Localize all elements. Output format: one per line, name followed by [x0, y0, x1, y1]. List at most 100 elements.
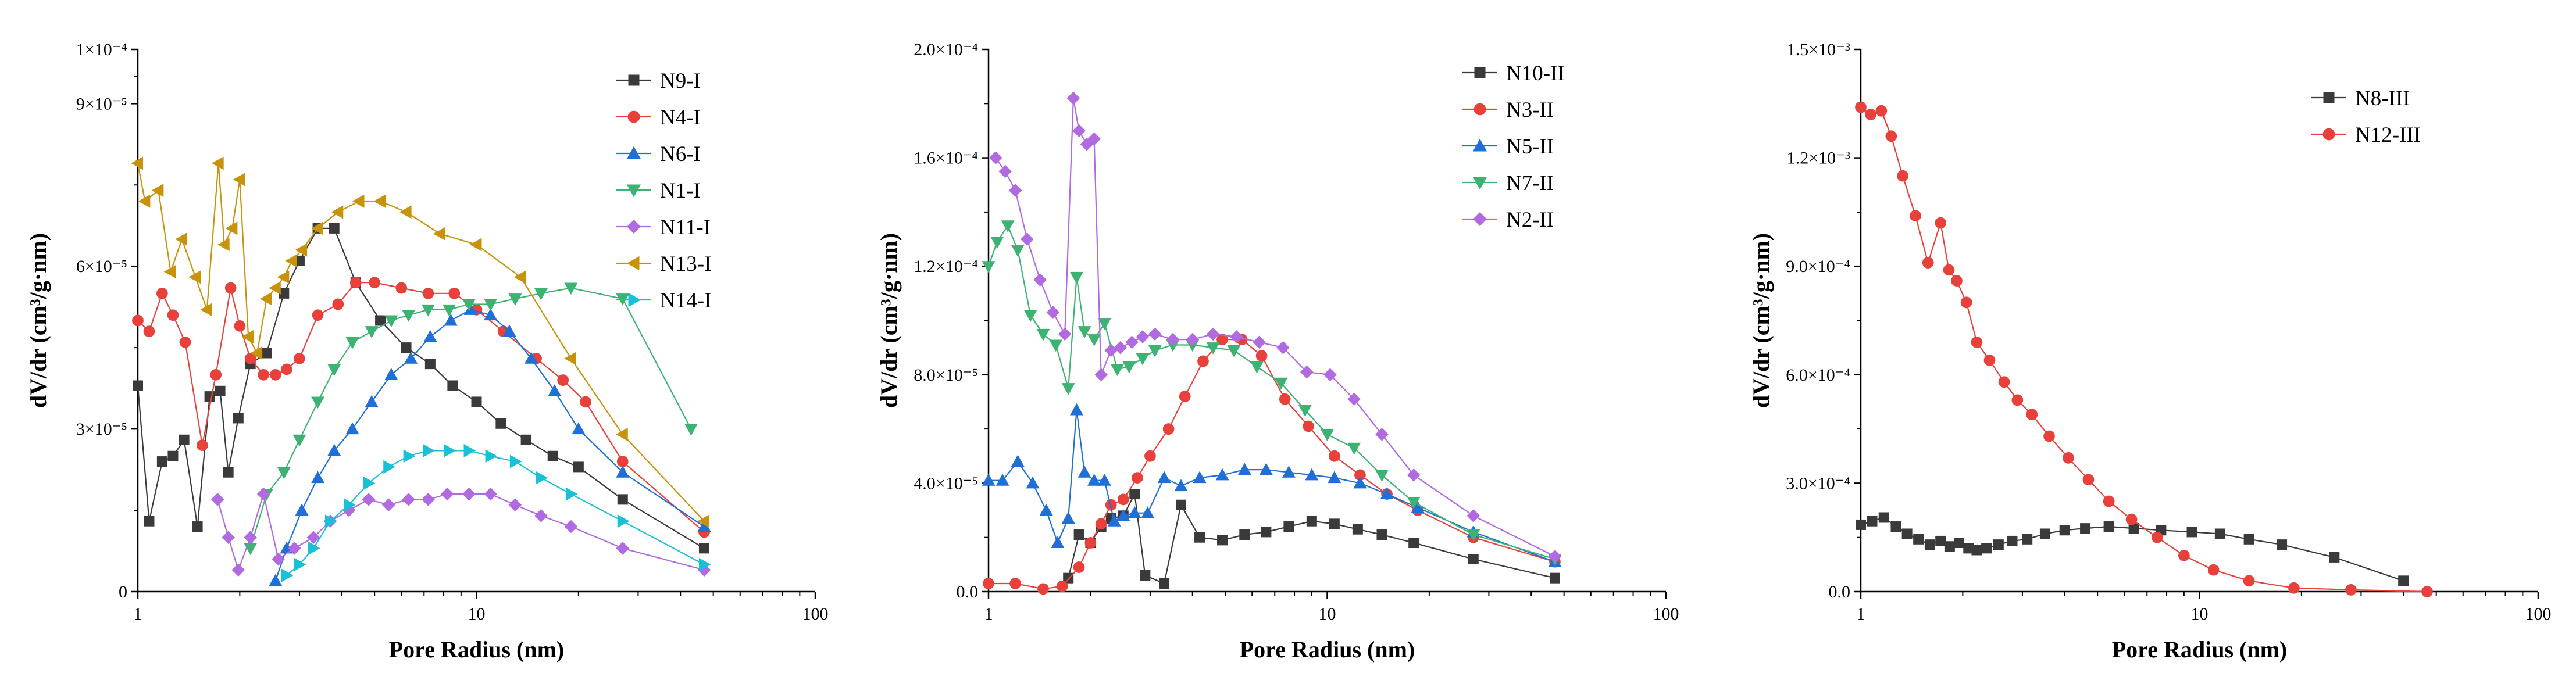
data-point: [1073, 561, 1085, 573]
series-N1-I: [244, 282, 698, 556]
data-point: [2288, 582, 2300, 594]
data-point: [1878, 512, 1889, 523]
data-point: [616, 427, 628, 441]
legend-entry: N1-I: [616, 179, 701, 203]
chart-panel-1: 0 3×10⁻⁵ 6×10⁻⁵ 9×10⁻⁵ 1×10⁻⁴ 1 10 100 Pore Radi…: [25, 40, 829, 663]
y-axis-title: dV/dr (cm³/g·nm): [876, 233, 902, 408]
data-point: [295, 243, 308, 257]
legend-marker: [628, 74, 640, 86]
data-point: [1468, 554, 1479, 565]
data-point: [369, 277, 381, 289]
data-point: [422, 493, 435, 506]
data-point: [1179, 391, 1191, 402]
data-point: [1960, 296, 1972, 309]
data-point: [1328, 450, 1340, 462]
data-point: [1951, 275, 1963, 287]
data-point: [1329, 518, 1340, 529]
data-point: [345, 337, 359, 349]
data-point: [1353, 476, 1367, 489]
y-tick-label: 9×10⁻⁵: [76, 94, 127, 113]
data-point: [1255, 350, 1268, 361]
data-point: [1132, 472, 1143, 484]
data-point: [1094, 368, 1108, 382]
legend-marker: [626, 256, 640, 271]
data-point: [222, 531, 235, 545]
data-point: [1175, 499, 1186, 510]
data-point: [616, 466, 630, 478]
data-point: [484, 308, 498, 321]
data-point: [231, 563, 245, 577]
data-point: [288, 542, 301, 555]
data-point: [1148, 327, 1162, 341]
legend-label: N8-III: [2355, 87, 2410, 110]
data-point: [548, 384, 562, 396]
data-point: [1407, 468, 1421, 482]
x-tick-label: 100: [802, 604, 829, 624]
x-axis-title: Pore Radius (nm): [1240, 636, 1415, 663]
data-point: [485, 449, 498, 463]
legend-marker: [1473, 212, 1487, 226]
data-point: [223, 467, 234, 478]
data-point: [344, 498, 356, 512]
data-point: [2178, 549, 2190, 561]
data-point: [2186, 527, 2197, 538]
data-point: [447, 380, 458, 391]
data-point: [1061, 383, 1075, 395]
data-point: [1875, 105, 1888, 117]
data-point: [1953, 538, 1964, 549]
data-point: [1347, 392, 1361, 406]
data-point: [349, 277, 362, 289]
data-point: [565, 487, 578, 501]
legend-label: N6-I: [660, 142, 701, 166]
data-point: [996, 474, 1009, 486]
data-point: [285, 254, 297, 268]
data-point: [399, 205, 412, 219]
data-point: [404, 352, 418, 364]
data-point: [381, 498, 395, 512]
data-point: [2082, 474, 2095, 486]
data-point: [1061, 511, 1075, 524]
data-point: [2421, 586, 2433, 597]
data-point: [508, 498, 522, 512]
chart-panel-3: 0.0 3.0×10⁻⁴ 6.0×10⁻⁴ 9.0×10⁻⁴ 1.2×10⁻³ 1.5×1…: [1748, 40, 2552, 663]
series-N14-I: [281, 443, 711, 582]
data-point: [373, 194, 386, 208]
data-point: [1981, 543, 1992, 554]
legend-label: N2-II: [1506, 208, 1554, 232]
data-point: [1237, 463, 1251, 475]
x-tick-label: 10: [2191, 604, 2208, 624]
series-N6-I: [269, 303, 711, 586]
data-point: [156, 456, 167, 467]
data-point: [1021, 232, 1034, 246]
data-point: [384, 368, 398, 380]
data-point: [513, 270, 526, 284]
data-point: [982, 261, 996, 273]
data-point: [2329, 552, 2340, 563]
legend-entry: N2-II: [1462, 208, 1554, 232]
data-point: [259, 292, 272, 306]
data-point: [1097, 318, 1111, 330]
data-point: [433, 227, 445, 241]
data-point: [1037, 583, 1049, 595]
data-point: [1084, 537, 1097, 549]
data-point: [463, 443, 476, 457]
data-point: [1279, 393, 1291, 405]
data-point: [292, 434, 306, 447]
data-point: [1306, 516, 1317, 527]
data-point: [295, 503, 309, 516]
data-point: [1380, 487, 1394, 500]
data-point: [1913, 534, 1924, 545]
data-point: [572, 422, 586, 435]
data-point: [1216, 334, 1228, 346]
data-point: [2022, 534, 2033, 545]
data-point: [179, 336, 191, 348]
data-point: [1375, 428, 1389, 441]
legend-marker: [627, 220, 641, 234]
data-point: [1935, 535, 1946, 546]
data-point: [1125, 335, 1139, 349]
legend-marker: [1474, 67, 1486, 78]
legend-label: N11-I: [660, 216, 711, 239]
legend-entry: N4-I: [616, 106, 701, 130]
data-point: [1141, 506, 1155, 518]
